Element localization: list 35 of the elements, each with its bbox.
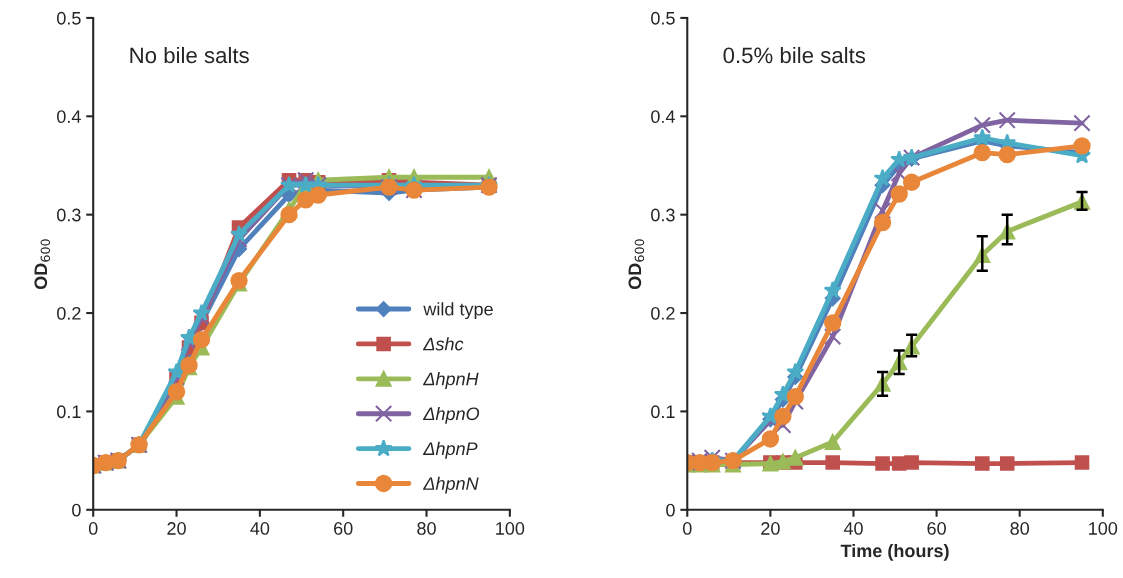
x-tick-label: 20 xyxy=(761,522,780,535)
y-tick-label: 0.5 xyxy=(651,11,675,25)
y-tick-label: 0.2 xyxy=(651,306,675,320)
y-tick-label: 0.1 xyxy=(651,405,675,419)
y-tick-label: 0 xyxy=(666,503,675,517)
y-tick-label: 0 xyxy=(72,503,81,517)
legend-label: ΔhpnH xyxy=(422,372,479,389)
legend-label: ΔhpnO xyxy=(422,406,480,424)
y-axis-title: OD$_{600}$ xyxy=(34,239,51,290)
x-tick-label: 20 xyxy=(167,522,186,535)
legend-label: Δshc xyxy=(422,337,464,351)
x-tick-label: 0 xyxy=(88,522,98,535)
x-tick-label: 80 xyxy=(1010,522,1030,535)
y-tick-label: 0.2 xyxy=(57,306,81,320)
x-tick-label: 100 xyxy=(496,522,525,535)
legend-label: wild type xyxy=(423,302,493,320)
y-tick-label: 0.3 xyxy=(651,208,675,222)
y-axis-title: OD$_{600}$ xyxy=(628,239,645,290)
y-tick-label: 0.4 xyxy=(651,110,675,124)
x-tick-label: 40 xyxy=(843,522,863,535)
legend-label: ΔhpnP xyxy=(422,441,478,459)
y-tick-label: 0.3 xyxy=(57,208,81,222)
x-tick-label: 60 xyxy=(334,522,353,535)
x-tick-label: 100 xyxy=(1089,522,1118,535)
y-tick-label: 0.1 xyxy=(57,405,81,419)
y-tick-label: 0.5 xyxy=(57,11,81,25)
x-tick-label: 80 xyxy=(417,522,436,535)
x-tick-label: 40 xyxy=(250,522,270,535)
annotation: 0.5% bile salts xyxy=(723,46,866,64)
x-tick-label: 0 xyxy=(682,522,692,535)
legend-label: ΔhpnN xyxy=(422,476,479,494)
annotation: No bile salts xyxy=(130,46,249,64)
x-axis-title: Time (hours) xyxy=(840,543,949,561)
y-tick-label: 0.4 xyxy=(57,110,81,124)
x-tick-label: 60 xyxy=(927,522,946,535)
